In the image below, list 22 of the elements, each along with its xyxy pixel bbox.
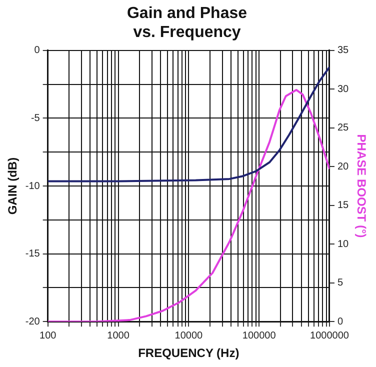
x-tick-label: 1000000 [310,330,350,342]
y2-tick-label: 20 [337,161,350,172]
y2-tick-label: 10 [337,238,350,250]
y2-tick-label: 25 [337,122,350,134]
y-axis-title: GAIN (dB) [6,157,20,215]
x-tick-label: 1000 [107,330,130,342]
y-tick-label: -20 [25,316,40,328]
y-tick-label: -15 [25,248,40,260]
x-tick-label: 100 [40,330,57,342]
chart-title: Gain and Phase vs. Frequency [126,5,248,42]
y2-tick-label: 15 [337,200,350,212]
y2-tick-label: 5 [337,278,344,289]
y2-tick-label: 30 [337,84,350,95]
y2-axis-title: PHASE BOOST (°) [354,134,368,238]
y-tick-label: -5 [30,112,40,124]
x-tick-label: 10000 [174,330,204,342]
y2-tick-label: 35 [337,45,350,56]
y-tick-label: 0 [34,45,40,56]
y-tick-label: -10 [25,180,40,192]
x-tick-label: 100000 [242,330,276,342]
x-axis-title: FREQUENCY (Hz) [138,346,240,360]
y2-tick-label: 0 [337,316,344,328]
